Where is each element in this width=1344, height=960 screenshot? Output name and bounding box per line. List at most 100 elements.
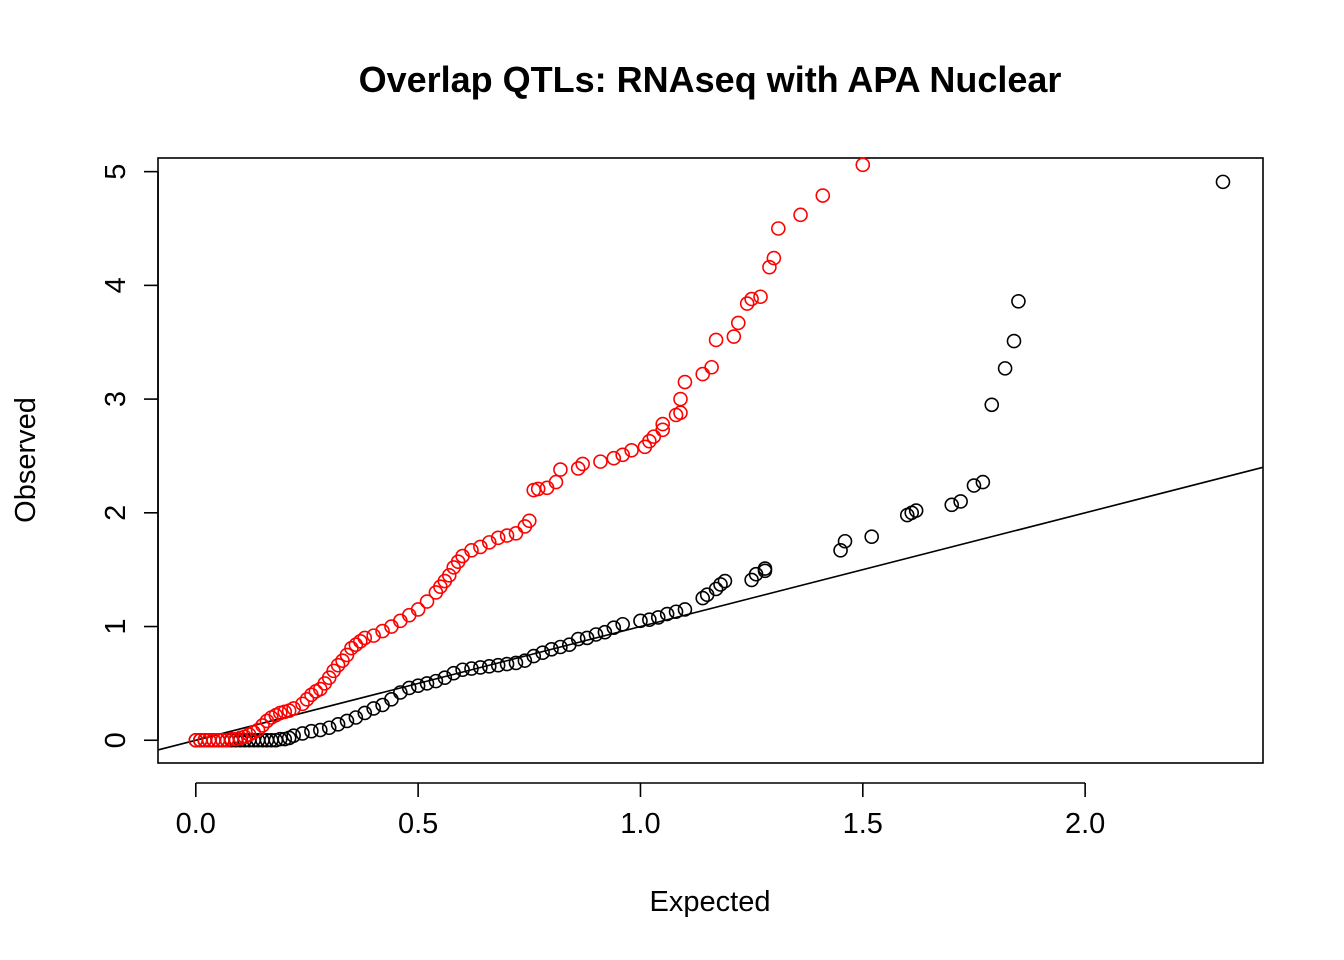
data-point: [579, 630, 595, 646]
data-point: [255, 718, 270, 733]
data-point: [464, 543, 479, 558]
data-point: [833, 543, 848, 558]
data-point: [855, 157, 871, 173]
data-point: [330, 657, 346, 673]
data-point: [975, 474, 991, 490]
data-point: [1215, 174, 1231, 190]
data-point: [553, 639, 568, 655]
reference-line: [157, 466, 1264, 751]
data-point: [713, 577, 728, 592]
data-point: [704, 359, 719, 375]
data-point: [615, 447, 630, 463]
data-point: [708, 332, 724, 348]
data-point: [357, 705, 373, 721]
data-point: [410, 678, 426, 693]
data-point: [481, 659, 497, 674]
data-point: [339, 713, 355, 729]
data-point: [508, 655, 524, 671]
data-point: [593, 454, 608, 469]
data-point: [481, 535, 497, 550]
x-axis: 0.0 0.5 1.0 1.5 2.0: [176, 782, 1105, 840]
data-point: [655, 416, 670, 432]
data-point: [606, 620, 622, 635]
data-point: [348, 710, 364, 725]
data-point: [321, 720, 337, 736]
y-axis-label: Observed: [10, 397, 42, 523]
data-point: [272, 731, 288, 747]
data-point: [726, 329, 742, 344]
data-point: [330, 717, 346, 732]
data-point: [793, 207, 808, 223]
data-point: [250, 722, 266, 738]
data-point: [588, 627, 604, 642]
data-point: [473, 660, 488, 675]
data-point: [366, 628, 381, 643]
data-point: [499, 656, 515, 672]
data-point: [410, 602, 426, 617]
x-tick-label: 2.0: [1065, 808, 1105, 840]
data-point: [864, 529, 879, 544]
x-tick-label: 0.5: [398, 808, 438, 840]
data-point: [441, 568, 457, 583]
data-point: [286, 728, 301, 744]
y-tick-label: 4: [100, 277, 132, 293]
data-point: [642, 612, 657, 628]
x-tick-label: 1.5: [843, 808, 883, 840]
data-point: [668, 604, 684, 620]
y-tick-label: 2: [100, 505, 132, 521]
data-point: [428, 673, 444, 689]
data-point: [295, 696, 310, 712]
data-point: [1011, 293, 1026, 309]
data-point: [771, 221, 786, 236]
data-point: [633, 613, 648, 629]
data-point: [464, 661, 479, 676]
data-point: [521, 513, 537, 529]
reference-line-group: [157, 466, 1264, 751]
data-point: [642, 433, 657, 449]
data-point: [650, 610, 666, 625]
data-point: [677, 374, 693, 390]
data-point: [313, 722, 328, 738]
data-point: [730, 315, 746, 331]
data-point: [304, 723, 319, 739]
data-point: [944, 497, 960, 513]
data-point: [708, 581, 724, 597]
data-point: [419, 594, 435, 609]
data-point: [490, 530, 506, 546]
data-point: [544, 641, 559, 657]
data-point: [570, 461, 586, 476]
data-point: [695, 590, 711, 606]
data-point: [815, 188, 831, 203]
data-point: [655, 422, 670, 438]
data-points: [188, 157, 1231, 748]
series-2: [188, 157, 871, 748]
data-point: [357, 630, 373, 646]
data-point: [419, 676, 435, 691]
x-tick-label: 1.0: [620, 808, 660, 840]
x-axis-label: Expected: [650, 886, 771, 918]
data-point: [1006, 333, 1022, 349]
data-point: [753, 289, 768, 305]
data-point: [375, 623, 390, 639]
data-point: [717, 573, 733, 589]
data-point: [837, 533, 853, 549]
data-point: [548, 474, 564, 490]
data-point: [553, 462, 568, 477]
data-point: [499, 528, 515, 543]
data-point: [455, 662, 470, 678]
data-point: [473, 539, 488, 555]
data-point: [908, 503, 924, 518]
data-point: [966, 478, 982, 493]
data-point: [606, 450, 622, 466]
data-point: [517, 653, 533, 668]
data-point: [984, 397, 1000, 413]
data-point: [490, 657, 506, 673]
data-point: [762, 259, 777, 275]
data-point: [366, 701, 381, 716]
data-point: [446, 665, 462, 681]
data-point: [575, 456, 590, 472]
data-point: [535, 645, 550, 660]
data-point: [757, 561, 773, 576]
